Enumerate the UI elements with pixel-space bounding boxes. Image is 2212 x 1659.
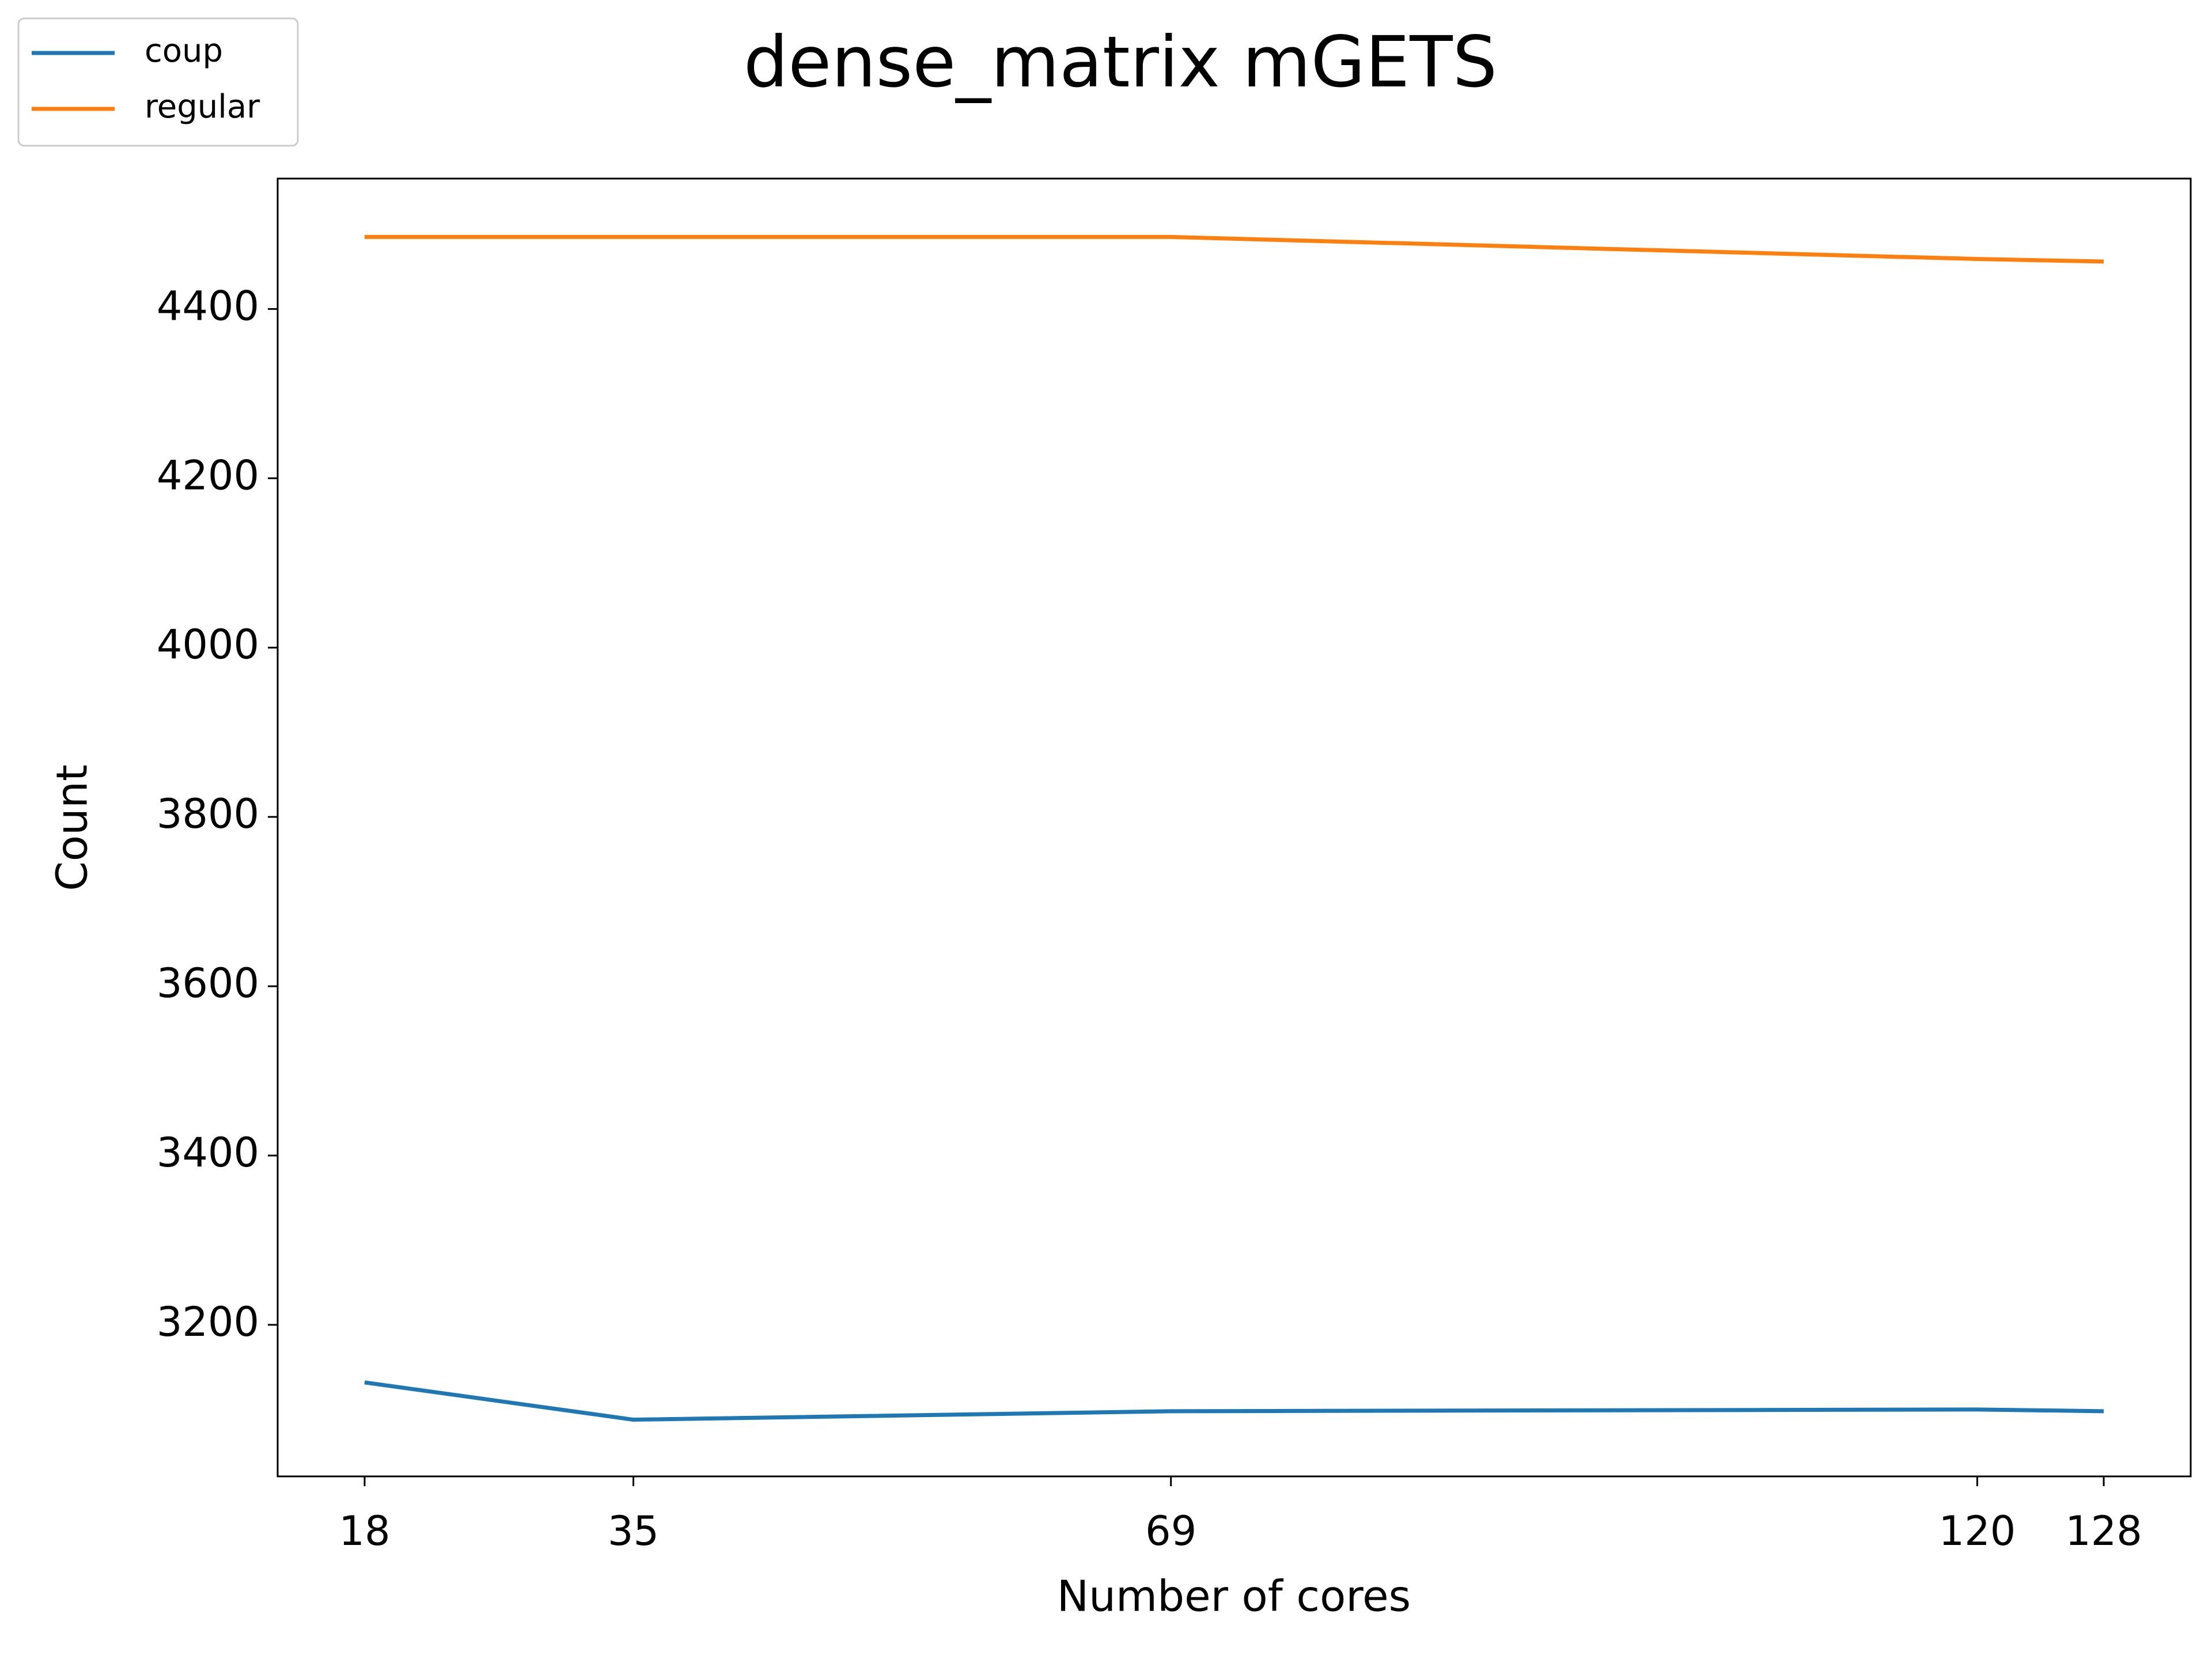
y-tick-label: 3600 xyxy=(157,960,259,1007)
x-axis-label: Number of cores xyxy=(1057,1572,1411,1622)
chart-title: dense_matrix mGETS xyxy=(744,21,1497,103)
y-tick-label: 3800 xyxy=(157,790,259,838)
plot-frame xyxy=(276,177,2192,1478)
y-tick-label: 3400 xyxy=(157,1129,259,1176)
x-tick-label: 35 xyxy=(608,1508,659,1555)
legend-label: coup xyxy=(145,32,223,70)
y-axis-label: Count xyxy=(48,764,97,891)
legend-box xyxy=(17,17,299,147)
y-tick-label: 3200 xyxy=(157,1298,259,1346)
x-tick-label: 18 xyxy=(339,1508,390,1555)
y-tick-label: 4000 xyxy=(157,621,259,668)
line-series xyxy=(364,1380,2104,1422)
y-tick-label: 4400 xyxy=(157,282,259,329)
x-tick-label: 128 xyxy=(2065,1508,2142,1555)
x-tick-label: 69 xyxy=(1145,1508,1196,1555)
line-series xyxy=(364,234,2104,264)
legend-label: regular xyxy=(145,88,260,126)
y-tick-label: 4200 xyxy=(157,452,259,499)
x-tick-label: 120 xyxy=(1939,1508,2016,1555)
